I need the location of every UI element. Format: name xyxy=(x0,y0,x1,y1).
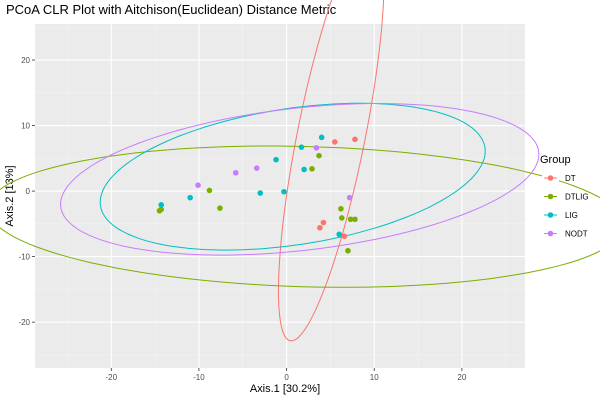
point-dtlig xyxy=(347,216,354,223)
legend-key-dt xyxy=(547,175,554,181)
point-dt xyxy=(352,136,358,143)
point-nodt xyxy=(253,165,260,171)
y-tick-label: -10 xyxy=(18,253,30,262)
point-dtlig xyxy=(217,205,223,211)
chart-title: PCoA CLR Plot with Aitchison(Euclidean) … xyxy=(6,2,337,17)
point-dtlig xyxy=(316,152,322,159)
x-tick-label: -10 xyxy=(193,373,205,382)
point-dt xyxy=(320,219,327,226)
legend-label-dt: DT xyxy=(565,174,576,183)
point-lig xyxy=(281,188,287,195)
legend-label-lig: LIG xyxy=(565,211,578,220)
y-tick-label: -20 xyxy=(18,318,30,327)
point-dtlig xyxy=(158,206,165,213)
y-axis-title: Axis.2 [13%] xyxy=(4,165,16,226)
panel-background xyxy=(35,24,525,368)
point-dtlig xyxy=(352,216,358,223)
point-lig xyxy=(298,144,305,150)
point-lig xyxy=(158,202,165,208)
legend-key-dtlig xyxy=(547,193,554,200)
point-lig xyxy=(318,134,325,141)
y-tick-label: 0 xyxy=(26,187,31,196)
ellipse-dt xyxy=(277,0,385,342)
x-tick-label: -20 xyxy=(105,373,117,382)
point-dtlig xyxy=(309,166,315,172)
legend-key-nodt xyxy=(547,230,554,237)
point-dtlig xyxy=(338,215,345,221)
point-dt xyxy=(341,233,348,240)
point-nodt xyxy=(346,194,353,201)
legend-key-lig xyxy=(547,212,554,218)
point-nodt xyxy=(313,145,320,151)
x-axis-title: Axis.1 [30.2%] xyxy=(250,383,320,395)
point-dt xyxy=(317,224,323,231)
point-lig xyxy=(301,166,307,173)
point-lig xyxy=(273,156,279,163)
point-dtlig xyxy=(338,205,344,212)
plot-panel: -20 -10 0 10 20 -20 -10 0 10 20 xyxy=(0,0,600,382)
point-dt xyxy=(331,139,338,145)
y-tick-label: 20 xyxy=(21,56,30,65)
x-tick-label: 0 xyxy=(284,373,289,382)
legend-label-nodt: NODT xyxy=(565,230,588,239)
point-nodt xyxy=(195,182,201,188)
point-lig xyxy=(336,231,342,238)
y-tick-label: 10 xyxy=(21,122,30,131)
legend: DT DTLIG LIG NODT xyxy=(542,170,589,243)
point-lig xyxy=(187,194,193,201)
ellipse-nodt xyxy=(60,103,540,256)
point-dtlig xyxy=(206,187,213,194)
point-nodt xyxy=(232,169,239,176)
point-lig xyxy=(257,190,264,196)
x-tick-label: 10 xyxy=(370,373,379,382)
legend-label-dtlig: DTLIG xyxy=(565,193,589,202)
ellipse-dtlig xyxy=(0,145,600,288)
legend-title: Group xyxy=(540,154,571,166)
point-dtlig xyxy=(345,247,351,254)
x-tick-label: 20 xyxy=(457,373,466,382)
